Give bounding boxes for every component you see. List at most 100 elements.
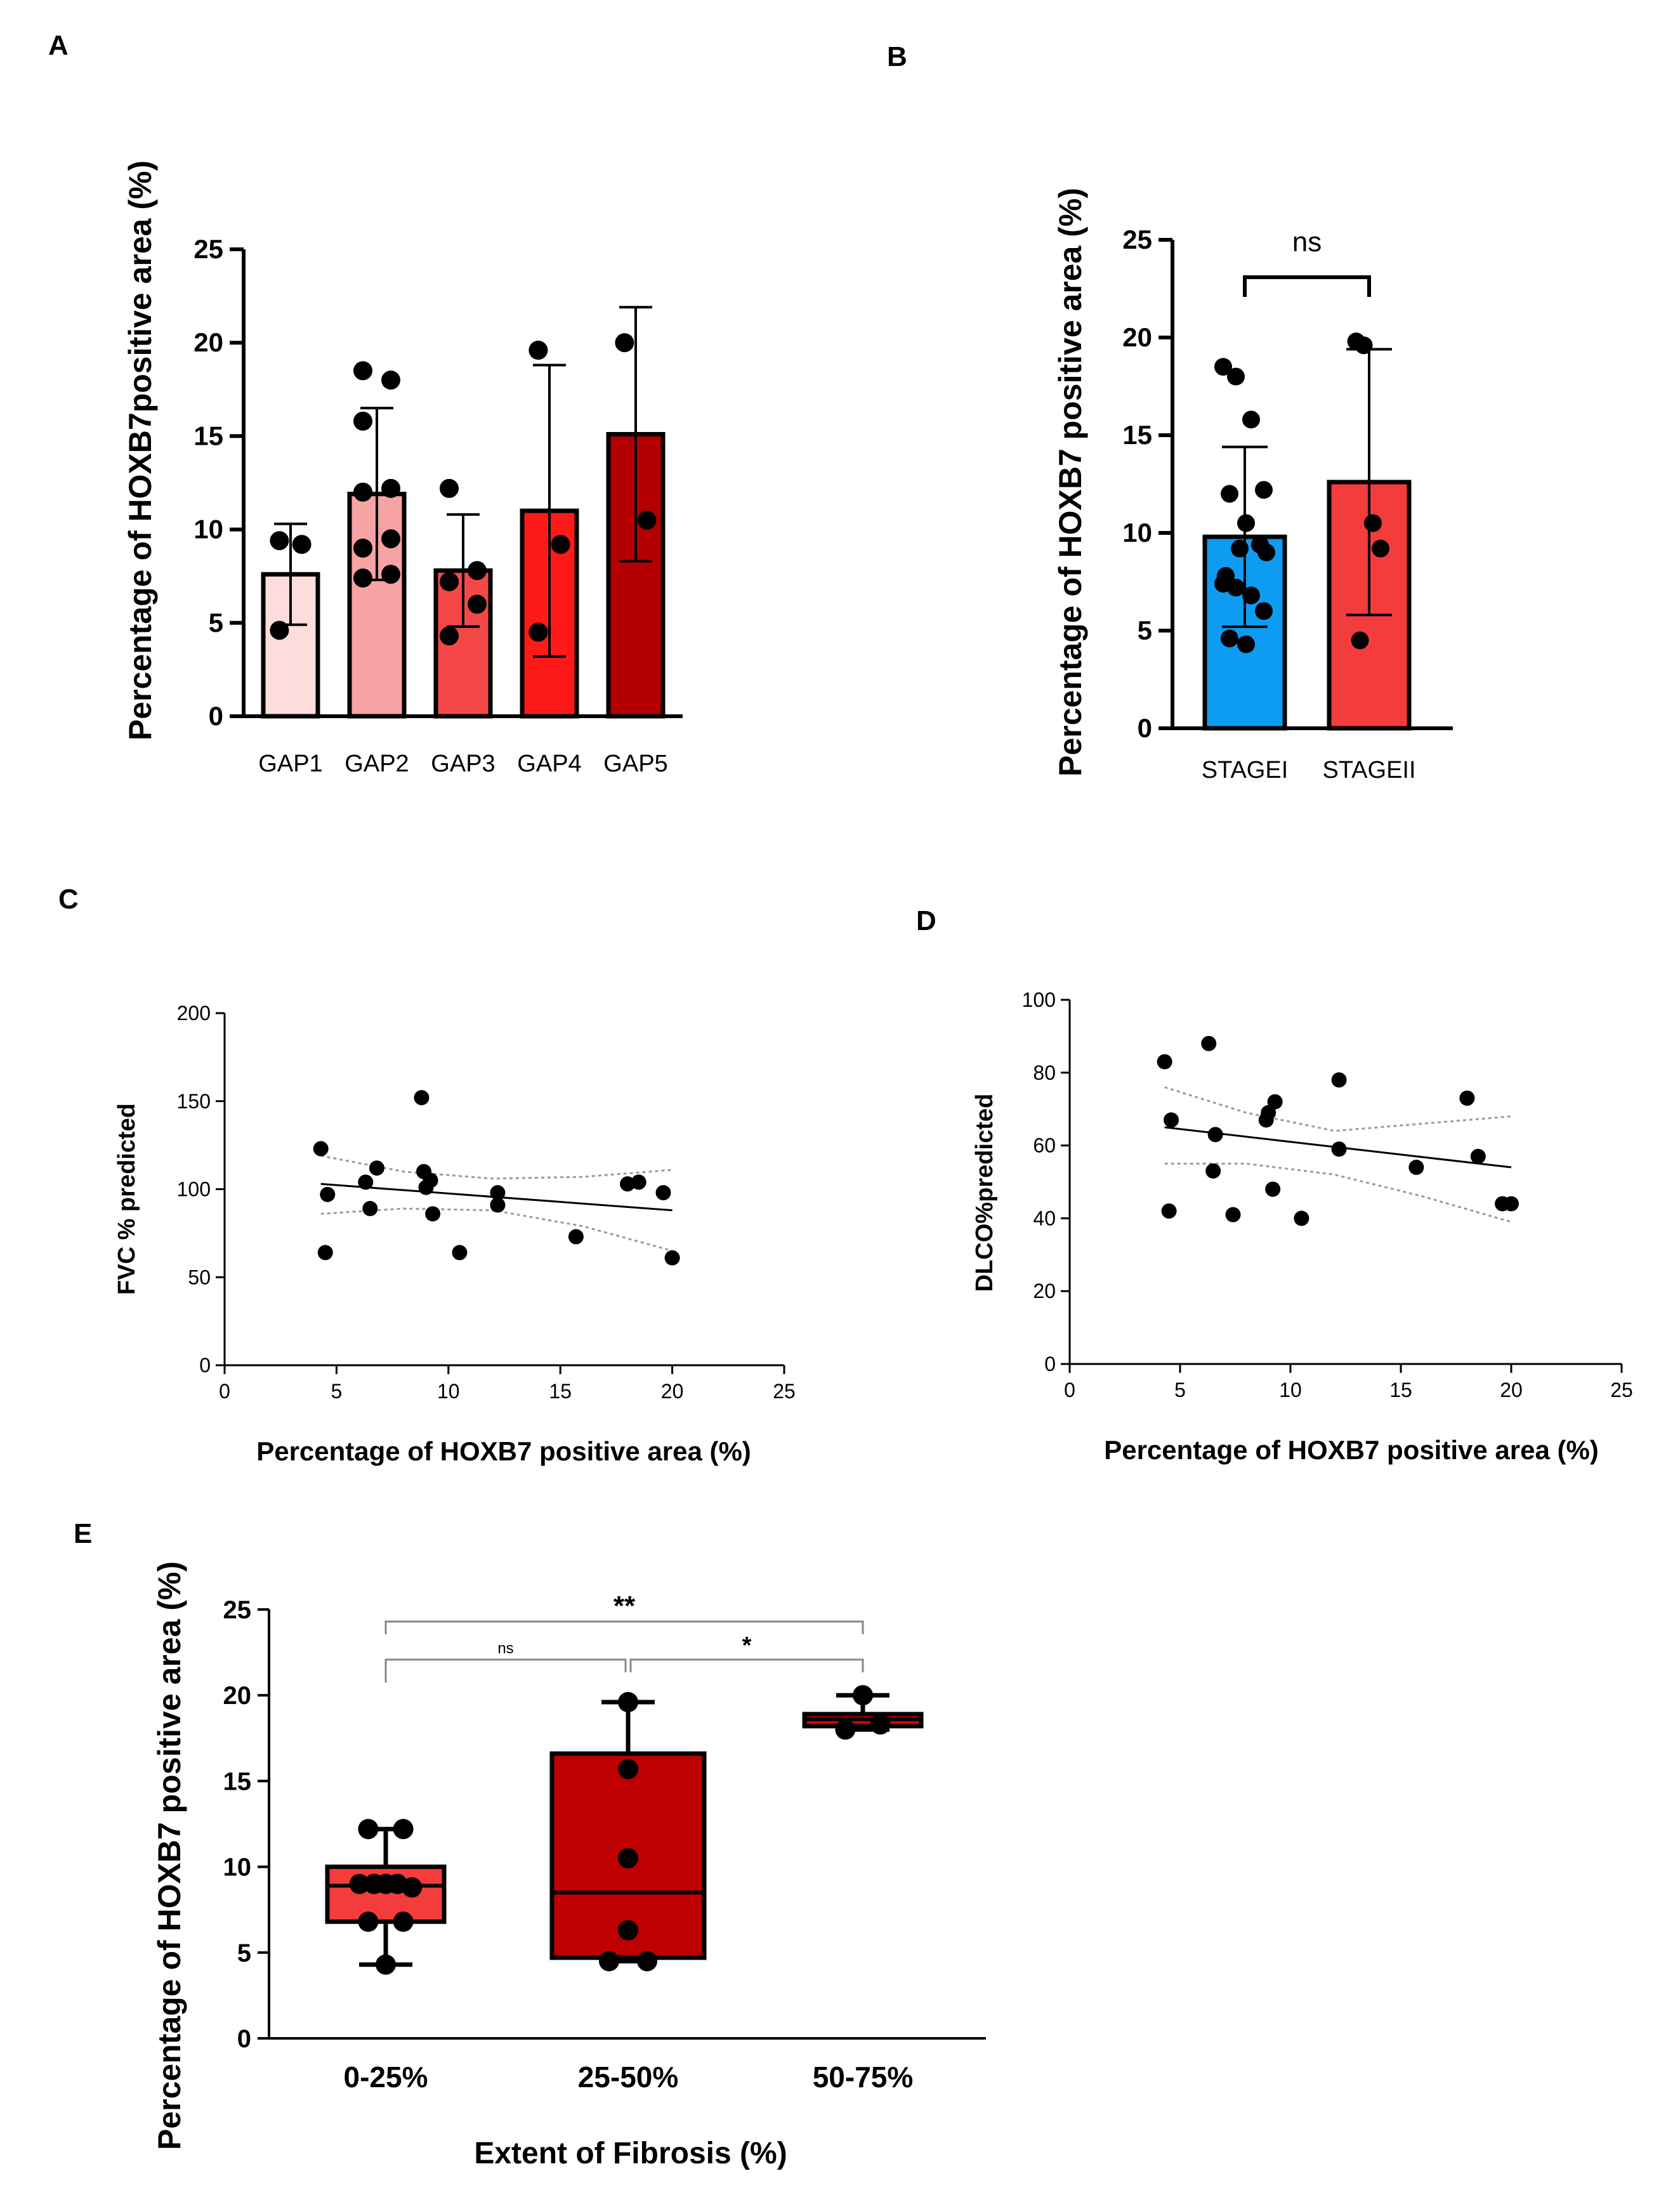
panel-d-x-tick-label: 15 xyxy=(1389,1379,1412,1401)
panel-d-y-tick-label: 0 xyxy=(1044,1353,1056,1375)
panel-e-data-point xyxy=(393,1911,414,1932)
panel-d-data-point xyxy=(1504,1196,1519,1212)
panel-a-data-point xyxy=(637,510,657,530)
panel-c-y-tick-label: 50 xyxy=(188,1266,211,1288)
panel-b-data-point xyxy=(1257,543,1275,561)
panel-a-category-label: GAP2 xyxy=(345,751,409,777)
panel-d-y-tick-label: 20 xyxy=(1033,1280,1056,1302)
panel-c-data-point xyxy=(631,1174,646,1190)
panel-c-y-tick-label: 100 xyxy=(177,1178,211,1201)
panel-d: D DLCO%predicted Percentage of HOXB7 pos… xyxy=(916,905,1633,1465)
panel-c-y-tick-label: 150 xyxy=(177,1090,211,1113)
panel-d-x-tick-label: 0 xyxy=(1064,1379,1075,1401)
panel-d-data-point xyxy=(1294,1210,1309,1226)
panel-a-data-point xyxy=(292,535,312,554)
panel-e-significance-label: ns xyxy=(497,1640,513,1657)
panel-d-data-point xyxy=(1408,1160,1424,1176)
panel-a-data-point xyxy=(528,340,548,360)
panel-a-data-point xyxy=(440,572,459,592)
panel-a-data-point xyxy=(381,478,400,498)
panel-e-y-tick-label: 0 xyxy=(237,2025,251,2053)
panel-e-category-label: 50-75% xyxy=(813,2061,914,2094)
panel-d-x-tick-label: 10 xyxy=(1279,1379,1302,1401)
panel-d-y-axis-label: DLCO%predicted xyxy=(971,1094,998,1292)
panel-d-data-point xyxy=(1459,1090,1475,1106)
panel-b-y-tick-label: 15 xyxy=(1122,420,1152,450)
panel-e-data-point xyxy=(835,1719,856,1740)
panel-d-data-point xyxy=(1164,1112,1179,1128)
panel-a: A Percentage of HOXB7positive area (%) 0… xyxy=(48,30,683,777)
panel-c-x-tick-label: 15 xyxy=(549,1380,572,1403)
panel-e-comparison-bracket xyxy=(629,1658,864,1672)
panel-b-significance-bracket xyxy=(1243,275,1371,297)
panel-d-y-tick-label: 100 xyxy=(1022,988,1056,1011)
panel-d-y-tick-label: 40 xyxy=(1033,1207,1056,1229)
panel-a-y-tick-label: 10 xyxy=(194,515,223,544)
panel-e-data-point xyxy=(618,1848,638,1869)
panel-b-data-point xyxy=(1227,579,1245,597)
panel-b-data-point xyxy=(1255,481,1273,499)
panel-e-category-label: 0-25% xyxy=(344,2061,428,2094)
panel-label-d: D xyxy=(916,905,936,936)
panel-c-data-point xyxy=(423,1172,438,1188)
panel-d-data-point xyxy=(1225,1207,1241,1222)
panel-d-data-point xyxy=(1267,1094,1283,1110)
panel-a-category-label: GAP3 xyxy=(431,751,495,777)
panel-b-data-point xyxy=(1237,514,1255,532)
panel-d-y-tick-label: 80 xyxy=(1033,1061,1056,1084)
panel-b-y-axis-label: Percentage of HOXB7 positive area (%) xyxy=(1053,188,1088,777)
panel-c-y-tick-label: 0 xyxy=(199,1354,211,1377)
panel-label-a: A xyxy=(48,30,69,61)
panel-b-data-point xyxy=(1372,539,1389,558)
panel-e-data-point xyxy=(376,1954,396,1975)
panel-d-x-tick-label: 5 xyxy=(1174,1379,1186,1401)
panel-b-data-point xyxy=(1355,336,1373,355)
panel-d-data-point xyxy=(1201,1035,1217,1051)
panel-e-y-tick-label: 25 xyxy=(223,1596,252,1624)
panel-a-data-point xyxy=(551,535,570,554)
panel-e-category-label: 25-50% xyxy=(578,2061,679,2094)
panel-a-data-point xyxy=(353,539,372,558)
panel-c-data-point xyxy=(317,1245,333,1261)
panel-e-y-tick-label: 20 xyxy=(223,1682,252,1710)
panel-b: B Percentage of HOXB7 positive area (%) … xyxy=(887,41,1453,783)
panel-label-e: E xyxy=(74,1518,92,1549)
panel-d-data-point xyxy=(1470,1148,1486,1164)
panel-b-data-point xyxy=(1227,367,1245,386)
panel-c-data-point xyxy=(369,1160,384,1176)
panel-b-data-point xyxy=(1242,410,1260,429)
panel-e-data-point xyxy=(618,1759,638,1780)
panel-b-data-point xyxy=(1255,602,1273,620)
panel-c-data-point xyxy=(664,1250,680,1266)
panel-a-bar xyxy=(606,431,666,719)
panel-e-comparison-bracket xyxy=(384,1658,627,1682)
panel-c-x-tick-label: 25 xyxy=(773,1380,796,1403)
panel-e-data-point xyxy=(618,1920,638,1941)
panel-a-data-point xyxy=(440,478,459,498)
panel-b-category-label: STAGEI xyxy=(1202,757,1289,783)
panel-e: E Percentage of HOXB7 positive area (%) … xyxy=(74,1518,986,2170)
panel-a-data-point xyxy=(270,531,289,551)
panel-b-y-tick-label: 5 xyxy=(1138,615,1152,645)
panel-d-y-tick-label: 60 xyxy=(1033,1134,1056,1157)
panel-c-data-point xyxy=(320,1186,336,1202)
panel-d-data-point xyxy=(1265,1181,1281,1197)
panel-b-data-point xyxy=(1221,629,1238,648)
panel-c-data-point xyxy=(313,1141,329,1157)
panel-a-y-tick-label: 0 xyxy=(209,701,223,731)
panel-d-data-point xyxy=(1331,1072,1347,1088)
panel-c-y-axis-label: FVC % predicted xyxy=(114,1103,140,1295)
panel-e-y-tick-label: 5 xyxy=(237,1939,251,1967)
panel-d-data-point xyxy=(1261,1104,1276,1120)
panel-c-data-point xyxy=(425,1206,441,1222)
panel-d-x-tick-label: 25 xyxy=(1610,1379,1633,1401)
panel-a-data-point xyxy=(615,333,634,353)
panel-a-category-label: GAP1 xyxy=(258,751,322,777)
panel-c-data-point xyxy=(490,1197,506,1213)
panel-a-category-label: GAP5 xyxy=(603,751,667,777)
panel-a-data-point xyxy=(381,529,400,549)
panel-a-category-label: GAP4 xyxy=(517,751,581,777)
panel-a-data-point xyxy=(270,620,289,640)
panel-a-data-point xyxy=(381,370,400,390)
